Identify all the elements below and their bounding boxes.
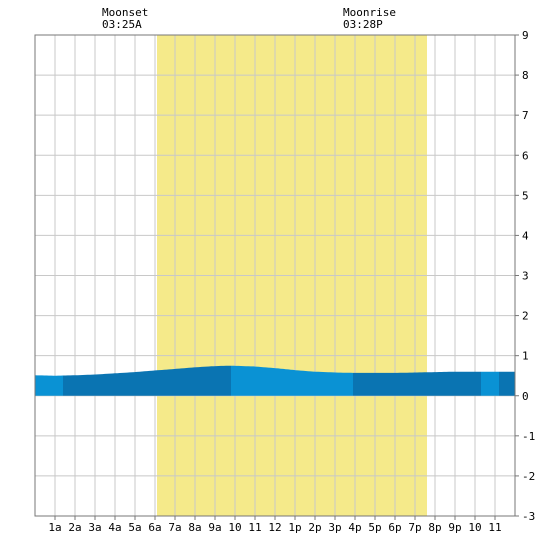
y-tick-label: 2 <box>522 310 529 323</box>
x-tick-label: 8p <box>428 521 441 534</box>
x-tick-label: 5a <box>128 521 141 534</box>
tide-segment <box>35 375 63 396</box>
tide-segment <box>499 371 515 396</box>
x-tick-label: 2p <box>308 521 321 534</box>
x-tick-label: 9p <box>448 521 461 534</box>
moonset-time: 03:25A <box>102 18 142 31</box>
x-tick-label: 3a <box>88 521 101 534</box>
x-tick-label: 8a <box>188 521 201 534</box>
tide-segment <box>63 365 231 396</box>
y-tick-label: 7 <box>522 109 529 122</box>
y-tick-label: 9 <box>522 29 529 42</box>
y-tick-label: -1 <box>522 430 535 443</box>
y-tick-label: 6 <box>522 149 529 162</box>
moonset-label: Moonset <box>102 6 148 19</box>
tide-segment <box>481 371 499 396</box>
x-tick-label: 6a <box>148 521 161 534</box>
tide-segment <box>231 365 353 396</box>
tide-area <box>35 365 515 396</box>
moonrise-label: Moonrise <box>343 6 396 19</box>
y-tick-label: -3 <box>522 510 535 523</box>
y-tick-label: -2 <box>522 470 535 483</box>
x-tick-label: 5p <box>368 521 381 534</box>
x-tick-label: 12 <box>268 521 281 534</box>
x-tick-label: 7a <box>168 521 181 534</box>
x-tick-label: 10 <box>468 521 481 534</box>
x-tick-label: 1p <box>288 521 301 534</box>
y-axis: 9 8 7 6 5 4 3 2 1 0 -1 -2 -3 <box>515 29 535 523</box>
moonrise-time: 03:28P <box>343 18 383 31</box>
y-tick-label: 0 <box>522 390 529 403</box>
x-tick-label: 2a <box>68 521 81 534</box>
x-tick-label: 6p <box>388 521 401 534</box>
y-tick-label: 5 <box>522 189 529 202</box>
y-tick-label: 4 <box>522 229 529 242</box>
x-tick-label: 10 <box>228 521 241 534</box>
x-tick-label: 1a <box>48 521 61 534</box>
x-tick-label: 7p <box>408 521 421 534</box>
grid <box>35 35 515 516</box>
y-tick-label: 3 <box>522 270 529 283</box>
x-tick-label: 9a <box>208 521 221 534</box>
x-tick-label: 3p <box>328 521 341 534</box>
x-tick-label: 11 <box>488 521 501 534</box>
x-axis: 1a 2a 3a 4a 5a 6a 7a 8a 9a 10 11 12 1p 2p 3p 4p 5p 6p 7p 8p… <box>48 516 502 534</box>
tide-segment <box>353 371 481 396</box>
x-tick-label: 4p <box>348 521 361 534</box>
x-tick-label: 11 <box>248 521 261 534</box>
y-tick-label: 1 <box>522 350 529 363</box>
x-tick-label: 4a <box>108 521 121 534</box>
y-tick-label: 8 <box>522 69 529 82</box>
